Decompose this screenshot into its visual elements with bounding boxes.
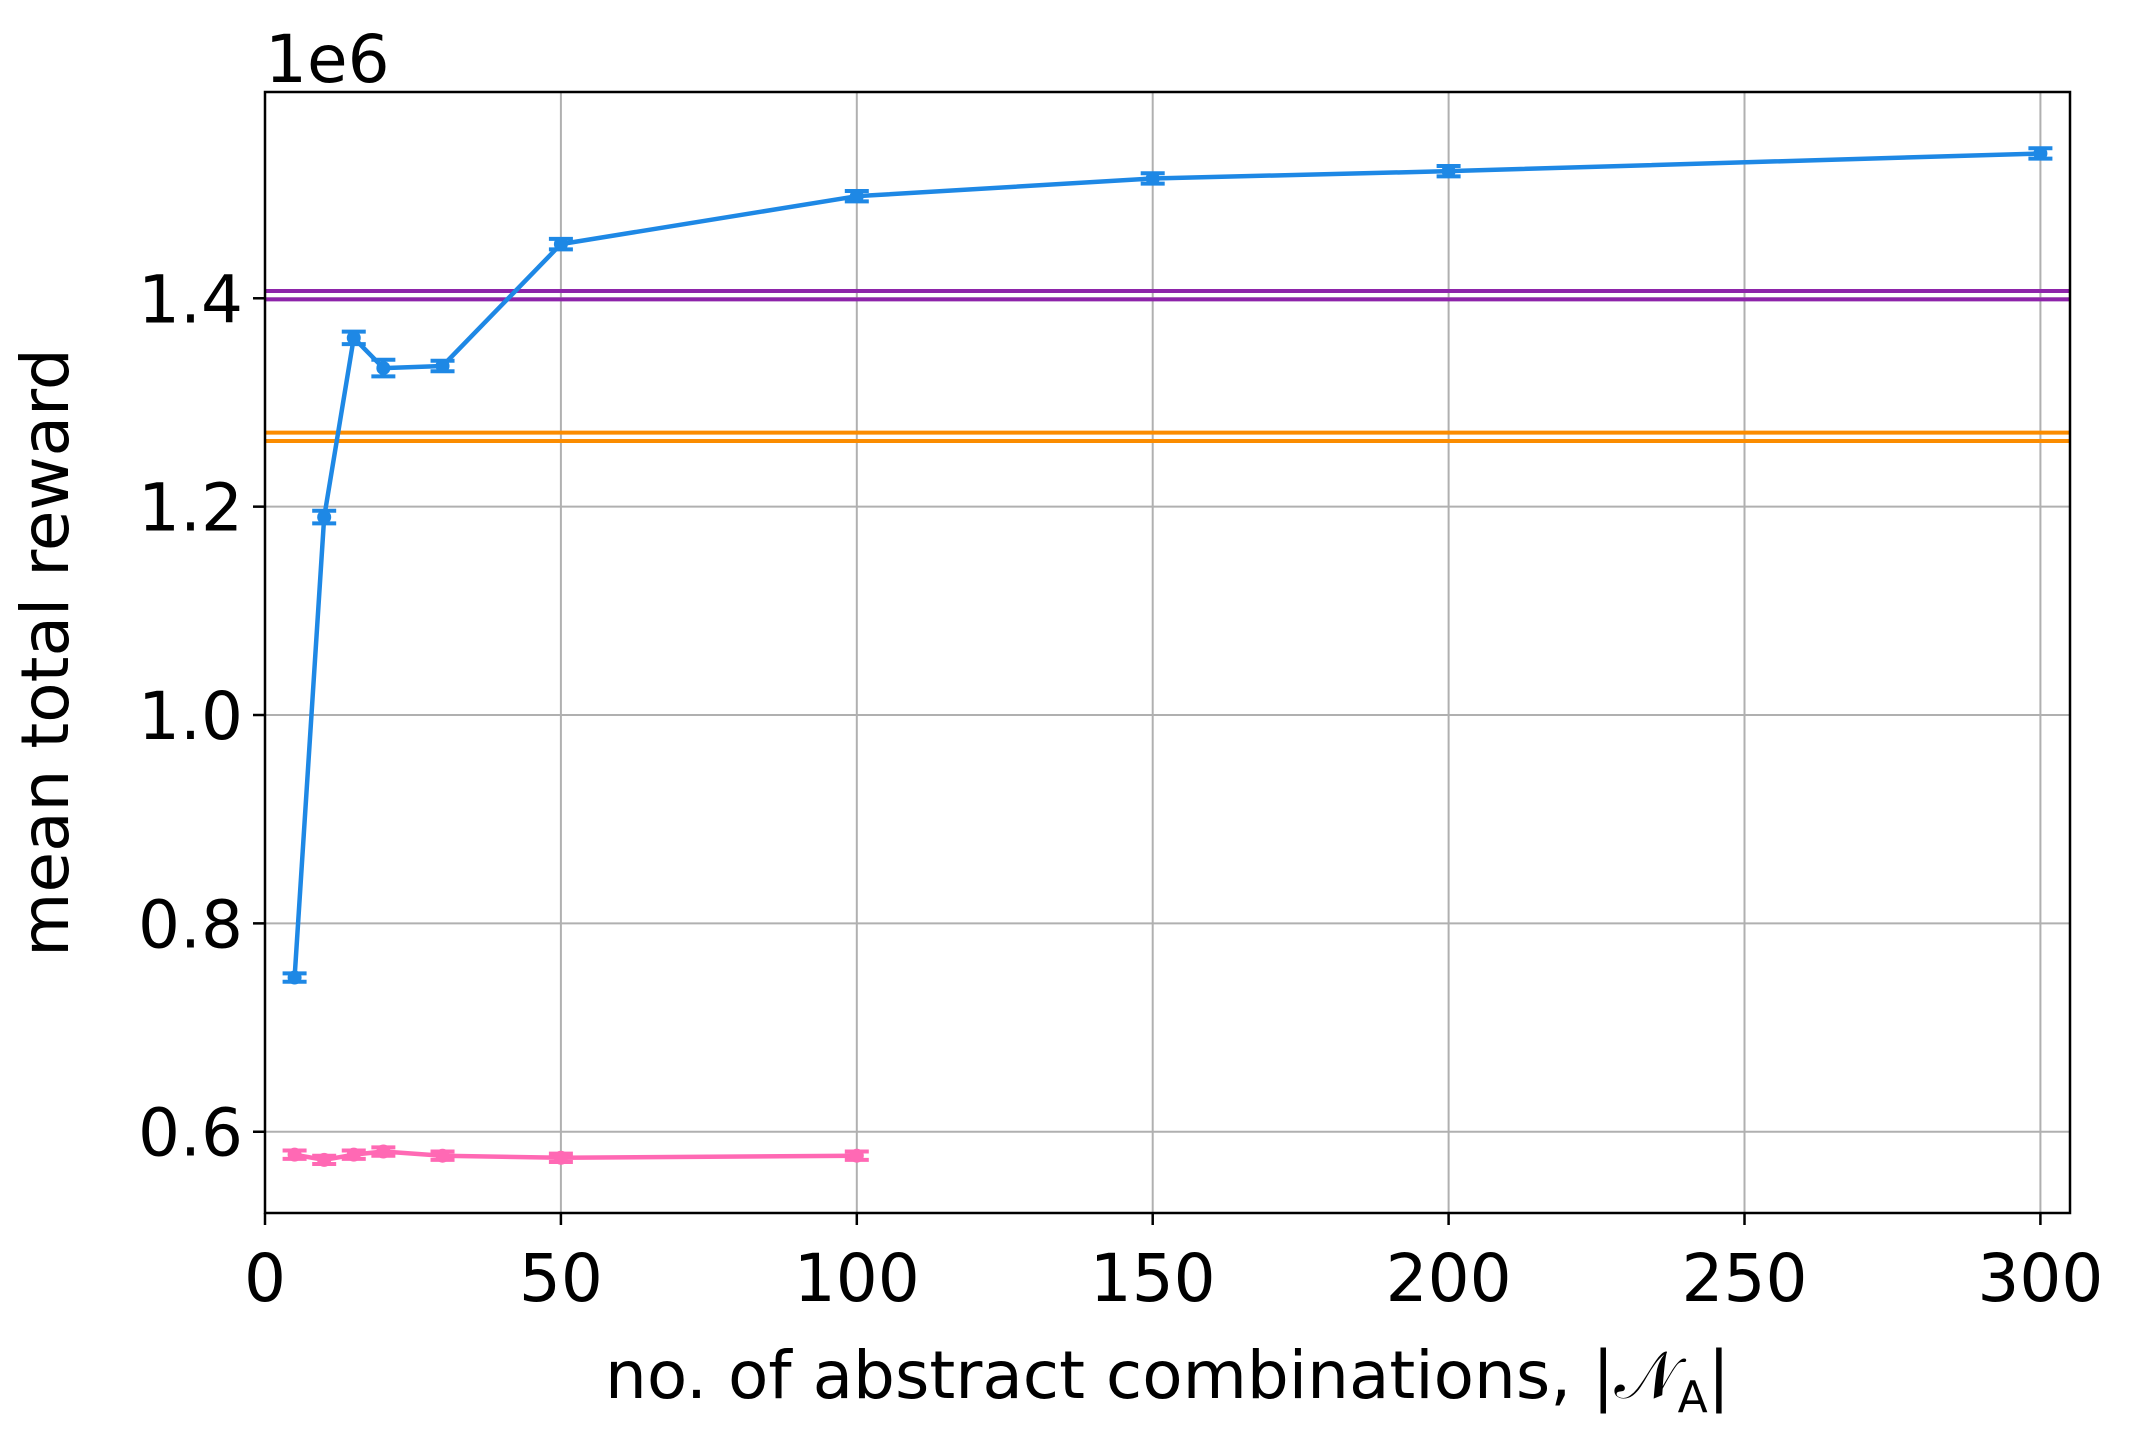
x-tick-label: 250 [1682, 1240, 1808, 1317]
data-point [435, 1148, 450, 1163]
data-point [317, 1152, 332, 1167]
series-line [292, 151, 2041, 978]
data-point [287, 970, 302, 985]
y-tick-label: 1.4 [138, 261, 243, 338]
y-tick-label: 0.8 [138, 886, 243, 963]
y-tick-label: 0.6 [138, 1095, 243, 1172]
data-point [346, 1147, 361, 1162]
data-point [1441, 164, 1456, 179]
y-tick-label: 1.2 [138, 470, 243, 547]
data-point [1145, 171, 1160, 186]
data-point [346, 330, 361, 345]
data-point [435, 358, 450, 373]
x-axis-label: no. of abstract combinations, |𝒩A| [605, 1337, 1730, 1423]
series-1 [282, 1144, 869, 1167]
x-ticks: 0 50 100 150 200 250 300 [244, 1213, 2103, 1317]
x-tick-label: 50 [519, 1240, 603, 1317]
y-ticks: 0.6 0.8 1.0 1.2 1.4 [138, 261, 265, 1172]
y-offset-label: 1e6 [265, 21, 390, 98]
series-group [282, 146, 2053, 1167]
data-point [287, 1147, 302, 1162]
y-tick-label: 1.0 [138, 678, 243, 755]
data-point [849, 1148, 864, 1163]
data-point [317, 510, 332, 525]
x-tick-label: 0 [244, 1240, 286, 1317]
data-point [849, 189, 864, 204]
x-tick-label: 300 [1977, 1240, 2103, 1317]
x-tick-label: 200 [1386, 1240, 1512, 1317]
reference-lines [265, 288, 2070, 444]
y-axis-label: mean total reward [7, 348, 84, 957]
x-tick-label: 100 [794, 1240, 920, 1317]
grid [264, 92, 2070, 1213]
plot-frame [263, 90, 2072, 1215]
data-point [553, 1150, 568, 1165]
x-axis-label-end: | [1708, 1337, 1730, 1414]
x-axis-label-main: no. of abstract combinations, |𝒩 [605, 1337, 1686, 1414]
x-tick-label: 150 [1090, 1240, 1216, 1317]
data-point [376, 1144, 391, 1159]
data-point [376, 361, 391, 376]
data-point [553, 237, 568, 252]
series-0 [282, 146, 2053, 985]
data-point [2033, 146, 2048, 161]
x-axis-label-subscript: A [1678, 1372, 1708, 1423]
